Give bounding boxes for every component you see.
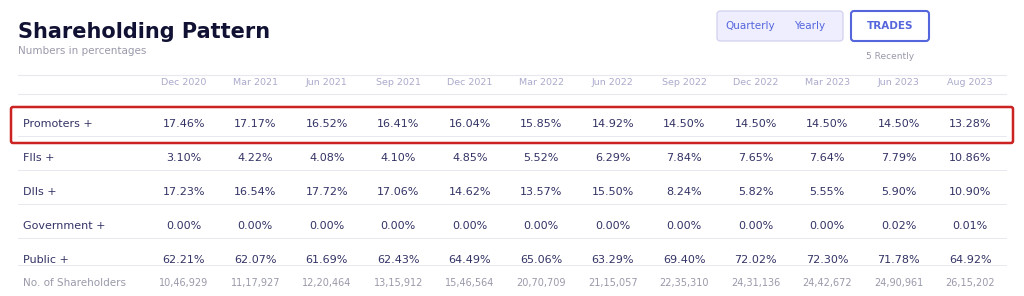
Text: 17.46%: 17.46%	[163, 119, 205, 129]
Text: 65.06%: 65.06%	[520, 255, 562, 265]
Text: 0.00%: 0.00%	[595, 221, 631, 231]
Text: Public +: Public +	[23, 255, 69, 265]
Text: 61.69%: 61.69%	[305, 255, 348, 265]
FancyBboxPatch shape	[717, 11, 843, 41]
Text: 17.17%: 17.17%	[234, 119, 276, 129]
Text: 17.72%: 17.72%	[305, 187, 348, 197]
Text: 14.50%: 14.50%	[664, 119, 706, 129]
Text: 0.00%: 0.00%	[738, 221, 773, 231]
Text: Dec 2021: Dec 2021	[447, 78, 493, 87]
Text: 12,20,464: 12,20,464	[302, 278, 351, 288]
Text: 5.52%: 5.52%	[523, 153, 559, 163]
Text: 14.50%: 14.50%	[806, 119, 849, 129]
Text: 13,15,912: 13,15,912	[374, 278, 423, 288]
Text: Mar 2021: Mar 2021	[232, 78, 278, 87]
Text: 64.49%: 64.49%	[449, 255, 492, 265]
Text: 7.64%: 7.64%	[810, 153, 845, 163]
Text: 71.78%: 71.78%	[878, 255, 920, 265]
Text: 8.24%: 8.24%	[667, 187, 702, 197]
Text: 16.52%: 16.52%	[305, 119, 348, 129]
Text: 0.00%: 0.00%	[309, 221, 344, 231]
Text: 63.29%: 63.29%	[592, 255, 634, 265]
Text: Shareholding Pattern: Shareholding Pattern	[18, 22, 270, 42]
Text: 5.90%: 5.90%	[881, 187, 916, 197]
Text: 13.28%: 13.28%	[949, 119, 991, 129]
Text: 20,70,709: 20,70,709	[516, 278, 566, 288]
Text: 24,90,961: 24,90,961	[874, 278, 924, 288]
Text: Promoters +: Promoters +	[23, 119, 93, 129]
Text: 7.84%: 7.84%	[667, 153, 702, 163]
Text: 4.10%: 4.10%	[381, 153, 416, 163]
Text: 0.00%: 0.00%	[166, 221, 202, 231]
Text: TRADES: TRADES	[866, 21, 913, 31]
Text: DIIs +: DIIs +	[23, 187, 56, 197]
Text: No. of Shareholders: No. of Shareholders	[23, 278, 126, 288]
Text: 7.79%: 7.79%	[881, 153, 916, 163]
Text: 0.00%: 0.00%	[523, 221, 559, 231]
Text: 16.41%: 16.41%	[377, 119, 420, 129]
Text: 64.92%: 64.92%	[949, 255, 991, 265]
Text: 4.22%: 4.22%	[238, 153, 273, 163]
Text: 24,31,136: 24,31,136	[731, 278, 780, 288]
Text: Aug 2023: Aug 2023	[947, 78, 993, 87]
Text: 16.54%: 16.54%	[234, 187, 276, 197]
Text: Sep 2022: Sep 2022	[662, 78, 707, 87]
Text: 0.02%: 0.02%	[881, 221, 916, 231]
Text: 5 Recently: 5 Recently	[866, 52, 914, 61]
Text: Mar 2022: Mar 2022	[519, 78, 564, 87]
Text: 0.00%: 0.00%	[381, 221, 416, 231]
Text: 3.10%: 3.10%	[166, 153, 202, 163]
Text: Mar 2023: Mar 2023	[805, 78, 850, 87]
Text: Government +: Government +	[23, 221, 105, 231]
Text: 17.06%: 17.06%	[377, 187, 420, 197]
Text: 14.50%: 14.50%	[734, 119, 777, 129]
Text: 14.50%: 14.50%	[878, 119, 920, 129]
Text: 21,15,057: 21,15,057	[588, 278, 638, 288]
Text: 15.85%: 15.85%	[520, 119, 562, 129]
Text: 6.29%: 6.29%	[595, 153, 631, 163]
Text: 22,35,310: 22,35,310	[659, 278, 709, 288]
Text: Yearly: Yearly	[795, 21, 825, 31]
Text: Sep 2021: Sep 2021	[376, 78, 421, 87]
Text: 15,46,564: 15,46,564	[445, 278, 495, 288]
Text: Dec 2020: Dec 2020	[161, 78, 207, 87]
Text: 14.62%: 14.62%	[449, 187, 490, 197]
Text: 24,42,672: 24,42,672	[803, 278, 852, 288]
Text: 11,17,927: 11,17,927	[230, 278, 280, 288]
Text: 10,46,929: 10,46,929	[159, 278, 208, 288]
Text: 26,15,202: 26,15,202	[945, 278, 995, 288]
Text: 0.01%: 0.01%	[952, 221, 988, 231]
Text: 0.00%: 0.00%	[810, 221, 845, 231]
Text: 5.82%: 5.82%	[738, 187, 773, 197]
Text: 17.23%: 17.23%	[163, 187, 205, 197]
Text: 10.86%: 10.86%	[949, 153, 991, 163]
Text: 62.07%: 62.07%	[234, 255, 276, 265]
Text: 0.00%: 0.00%	[667, 221, 701, 231]
Text: 72.02%: 72.02%	[734, 255, 777, 265]
FancyBboxPatch shape	[851, 11, 929, 41]
Text: 4.08%: 4.08%	[309, 153, 344, 163]
Text: 16.04%: 16.04%	[449, 119, 490, 129]
Text: 10.90%: 10.90%	[949, 187, 991, 197]
Text: 13.57%: 13.57%	[520, 187, 562, 197]
Text: Dec 2022: Dec 2022	[733, 78, 778, 87]
Text: 62.43%: 62.43%	[377, 255, 420, 265]
Text: 15.50%: 15.50%	[592, 187, 634, 197]
Text: 7.65%: 7.65%	[738, 153, 773, 163]
Text: FIIs +: FIIs +	[23, 153, 54, 163]
Text: 5.55%: 5.55%	[810, 187, 845, 197]
Text: Jun 2022: Jun 2022	[592, 78, 634, 87]
Text: Jun 2023: Jun 2023	[878, 78, 920, 87]
Text: Numbers in percentages: Numbers in percentages	[18, 46, 146, 56]
Text: 14.92%: 14.92%	[592, 119, 634, 129]
Text: Quarterly: Quarterly	[725, 21, 775, 31]
Text: 0.00%: 0.00%	[453, 221, 487, 231]
Text: 0.00%: 0.00%	[238, 221, 272, 231]
Text: Jun 2021: Jun 2021	[306, 78, 347, 87]
Text: 62.21%: 62.21%	[163, 255, 205, 265]
Text: 4.85%: 4.85%	[452, 153, 487, 163]
Text: 69.40%: 69.40%	[663, 255, 706, 265]
Text: 72.30%: 72.30%	[806, 255, 849, 265]
